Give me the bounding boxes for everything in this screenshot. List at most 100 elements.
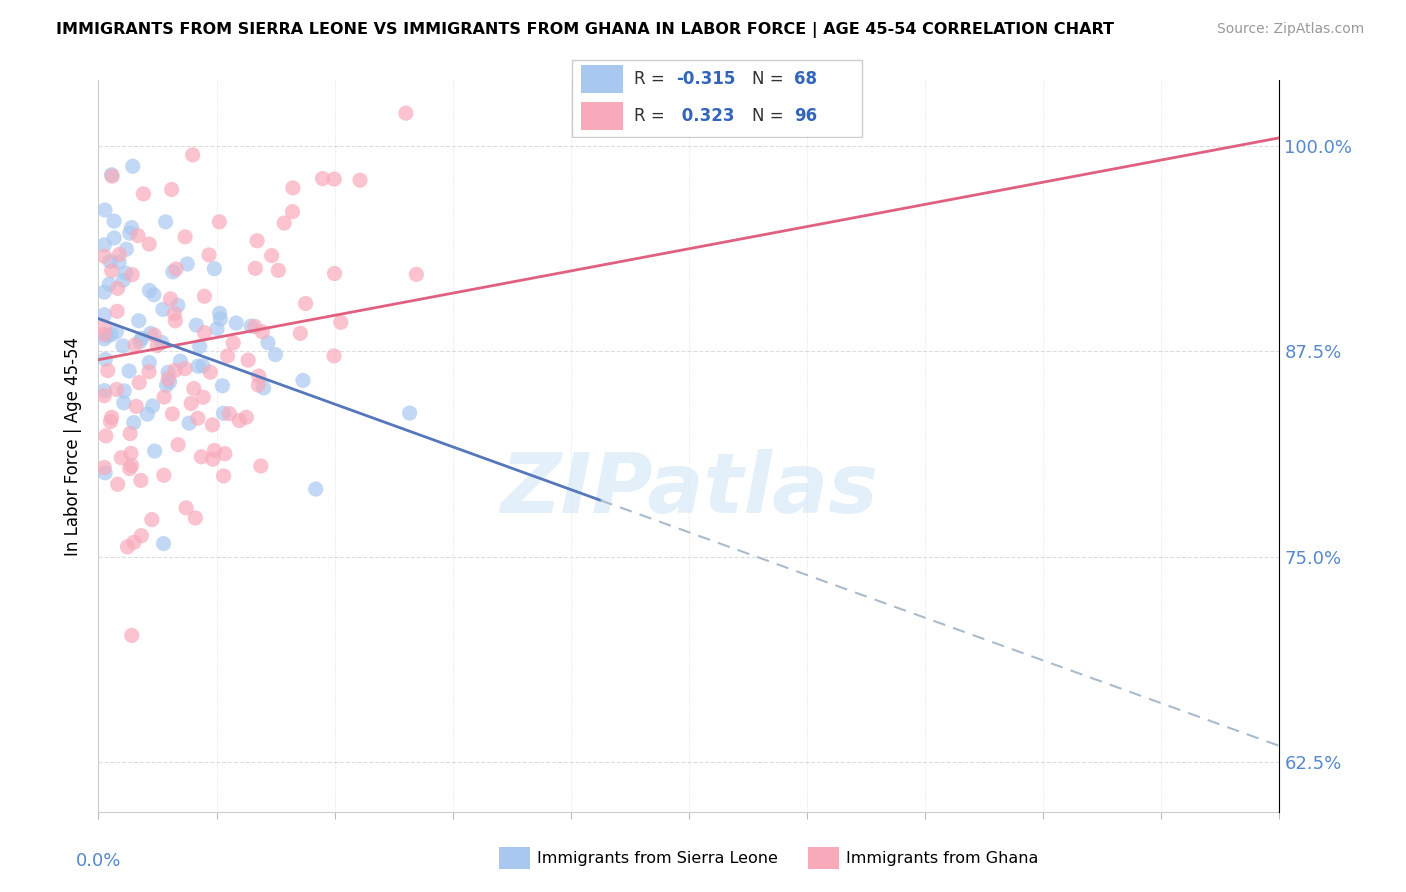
Point — [167, 438, 190, 452]
Point — [111, 339, 134, 353]
Point — [176, 257, 198, 271]
Text: R =: R = — [634, 70, 671, 87]
Point — [281, 181, 304, 195]
Point — [121, 268, 143, 282]
FancyBboxPatch shape — [572, 60, 862, 136]
Point — [193, 289, 215, 303]
Point — [214, 447, 236, 461]
Point — [201, 417, 224, 432]
Point — [94, 352, 117, 367]
Point — [146, 338, 169, 352]
Point — [155, 378, 177, 392]
Point — [267, 263, 290, 277]
Point — [281, 204, 304, 219]
Point — [105, 383, 128, 397]
Point — [200, 365, 222, 379]
Point — [163, 363, 186, 377]
Point — [405, 268, 427, 282]
Point — [217, 349, 239, 363]
Point — [198, 248, 221, 262]
Point — [323, 267, 346, 281]
Point — [93, 308, 115, 322]
Text: Immigrants from Ghana: Immigrants from Ghana — [846, 851, 1039, 865]
Point — [108, 247, 131, 261]
Text: 0.0%: 0.0% — [76, 852, 121, 870]
Point — [187, 411, 209, 425]
Point — [257, 335, 280, 350]
Text: Source: ZipAtlas.com: Source: ZipAtlas.com — [1216, 22, 1364, 37]
Point — [100, 414, 122, 428]
Point — [112, 396, 135, 410]
Point — [103, 231, 125, 245]
Point — [252, 381, 274, 395]
Point — [138, 356, 160, 370]
Point — [160, 182, 183, 196]
Point — [174, 361, 197, 376]
Point — [159, 375, 181, 389]
Point — [141, 513, 163, 527]
Point — [205, 322, 228, 336]
Point — [157, 372, 180, 386]
Point — [124, 338, 146, 352]
Point — [136, 407, 159, 421]
Point — [112, 273, 135, 287]
Point — [120, 446, 142, 460]
Point — [114, 266, 136, 280]
Point — [152, 302, 174, 317]
Point — [103, 214, 125, 228]
Point — [122, 416, 145, 430]
Point — [100, 263, 122, 277]
Point — [167, 298, 190, 312]
Point — [129, 474, 152, 488]
Point — [110, 450, 132, 465]
Point — [236, 353, 259, 368]
Point — [115, 242, 138, 256]
Y-axis label: In Labor Force | Age 45-54: In Labor Force | Age 45-54 — [65, 336, 83, 556]
Point — [180, 396, 202, 410]
Point — [208, 306, 231, 320]
Point — [201, 452, 224, 467]
Point — [93, 389, 115, 403]
Point — [212, 469, 235, 483]
Point — [121, 159, 143, 173]
Point — [181, 148, 204, 162]
Point — [188, 339, 211, 353]
Point — [398, 406, 420, 420]
Point — [93, 460, 115, 475]
Point — [100, 410, 122, 425]
Point — [131, 529, 153, 543]
Point — [118, 226, 141, 240]
Point — [174, 500, 197, 515]
Point — [162, 265, 184, 279]
Point — [191, 359, 214, 373]
Point — [204, 443, 226, 458]
Point — [193, 390, 215, 404]
Point — [128, 376, 150, 390]
Point — [186, 318, 208, 332]
Point — [247, 369, 270, 384]
Point — [93, 384, 115, 398]
Point — [122, 535, 145, 549]
Point — [235, 410, 257, 425]
Point — [107, 477, 129, 491]
Point — [153, 468, 176, 483]
Point — [128, 314, 150, 328]
Point — [94, 466, 117, 480]
Point — [311, 171, 333, 186]
Point — [131, 331, 153, 345]
Text: N =: N = — [752, 107, 789, 125]
Point — [157, 365, 180, 379]
Point — [120, 426, 142, 441]
Point — [184, 511, 207, 525]
Point — [159, 292, 181, 306]
Point — [273, 216, 295, 230]
Text: N =: N = — [752, 70, 789, 87]
Point — [209, 312, 232, 326]
Point — [183, 382, 205, 396]
Point — [177, 416, 200, 430]
Point — [98, 277, 121, 292]
FancyBboxPatch shape — [808, 847, 839, 869]
Point — [152, 536, 174, 550]
Point — [150, 335, 173, 350]
Point — [93, 285, 115, 299]
